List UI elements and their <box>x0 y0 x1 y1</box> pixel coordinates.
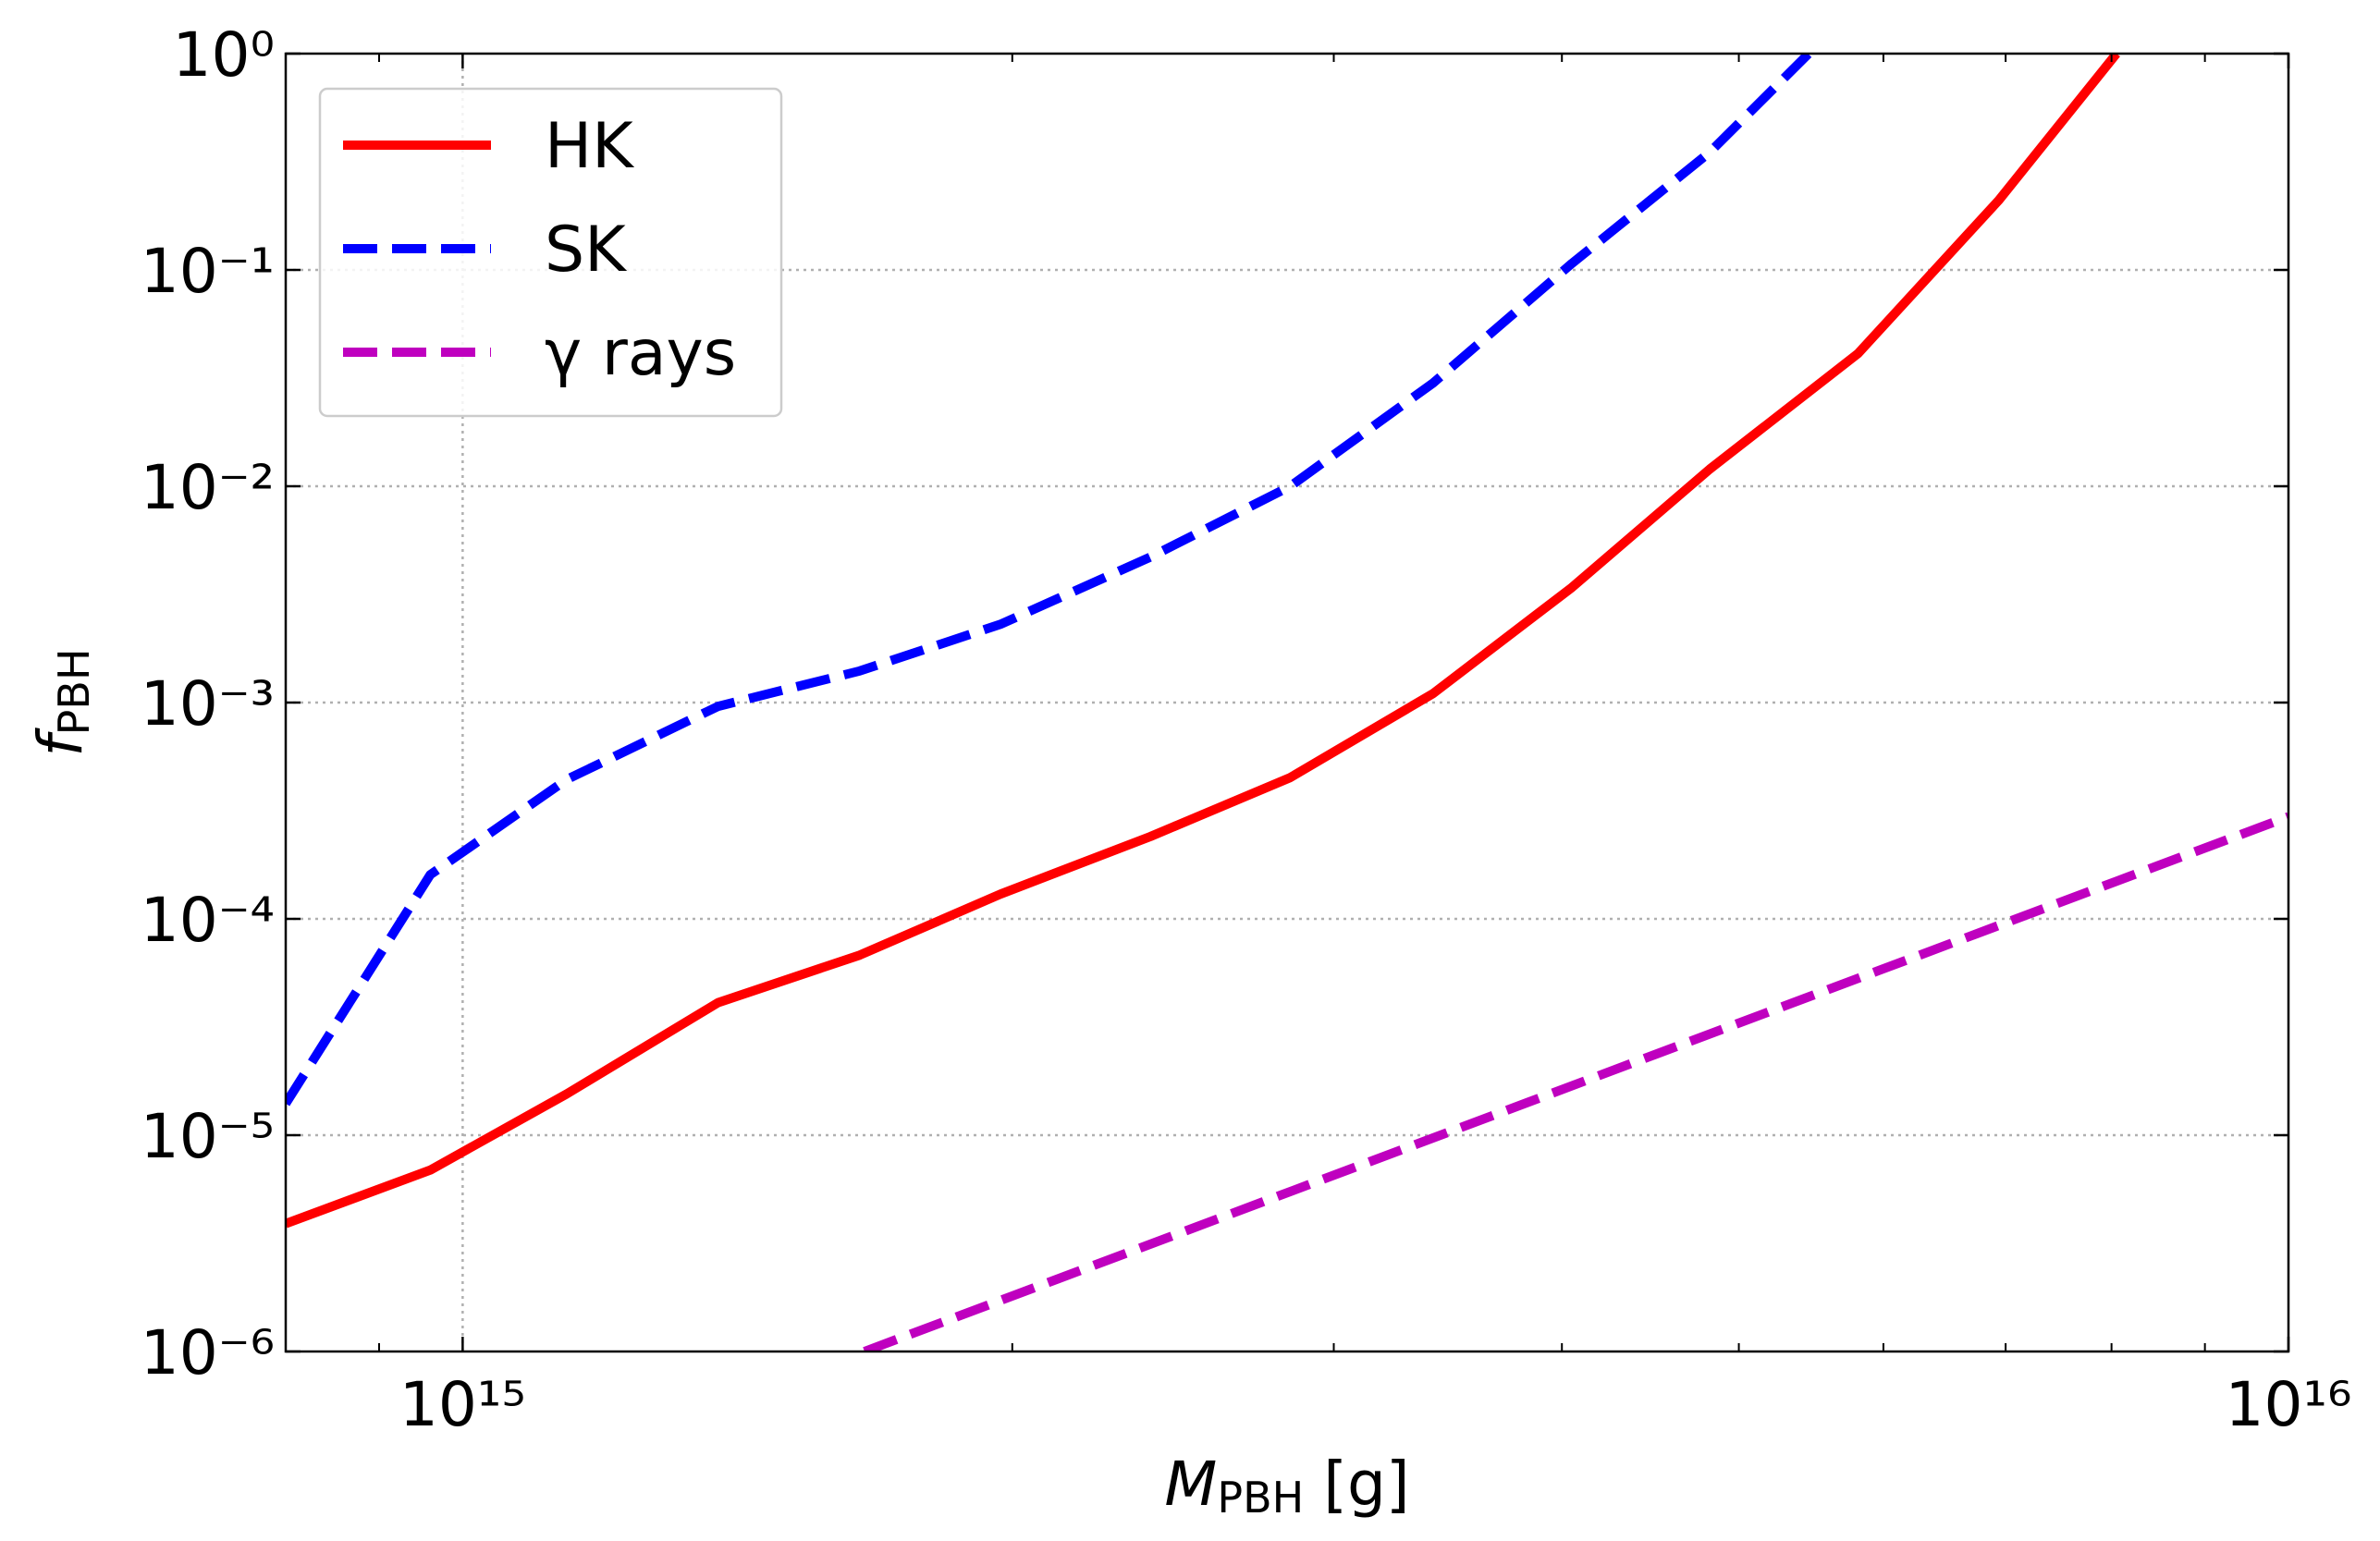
legend-label: SK <box>545 214 628 287</box>
line-series <box>286 54 2120 1229</box>
x-label-sub: PBH <box>1217 1473 1304 1523</box>
grid <box>286 54 2288 1351</box>
ticks: 10⁻⁶ 10⁻⁵ 10⁻⁴ 10⁻³ 10⁻² 10⁻¹ 10⁰ 10¹⁵ 10¹⁶ <box>141 19 2352 1440</box>
y-label-sub: PBH <box>49 648 99 735</box>
y-tick-label: 10⁻⁴ <box>141 885 275 956</box>
line-series <box>863 812 2288 1351</box>
x-axis-label: MPBH [g] <box>1164 1449 1409 1523</box>
legend: HK SK γ rays <box>318 87 783 418</box>
x-label-rest: [g] <box>1304 1449 1409 1520</box>
plot-area <box>286 54 2288 1351</box>
y-tick-label: 10⁻¹ <box>141 236 275 307</box>
legend-label: HK <box>545 110 635 183</box>
y-tick-label: 10⁰ <box>173 19 275 91</box>
line-series <box>286 54 1812 1107</box>
y-axis-label: fPBH <box>25 648 99 756</box>
y-tick-label: 10⁻⁵ <box>141 1101 275 1172</box>
y-tick-label: 10⁻² <box>141 452 275 523</box>
y-tick-label: 10⁻³ <box>141 668 275 740</box>
x-tick-label: 10¹⁵ <box>399 1369 526 1440</box>
x-tick-label: 10¹⁶ <box>2226 1369 2352 1440</box>
legend-label: γ rays <box>545 317 736 390</box>
x-label-main: M <box>1164 1449 1217 1520</box>
legend-box <box>318 87 783 418</box>
y-tick-label: 10⁻⁶ <box>141 1317 275 1388</box>
